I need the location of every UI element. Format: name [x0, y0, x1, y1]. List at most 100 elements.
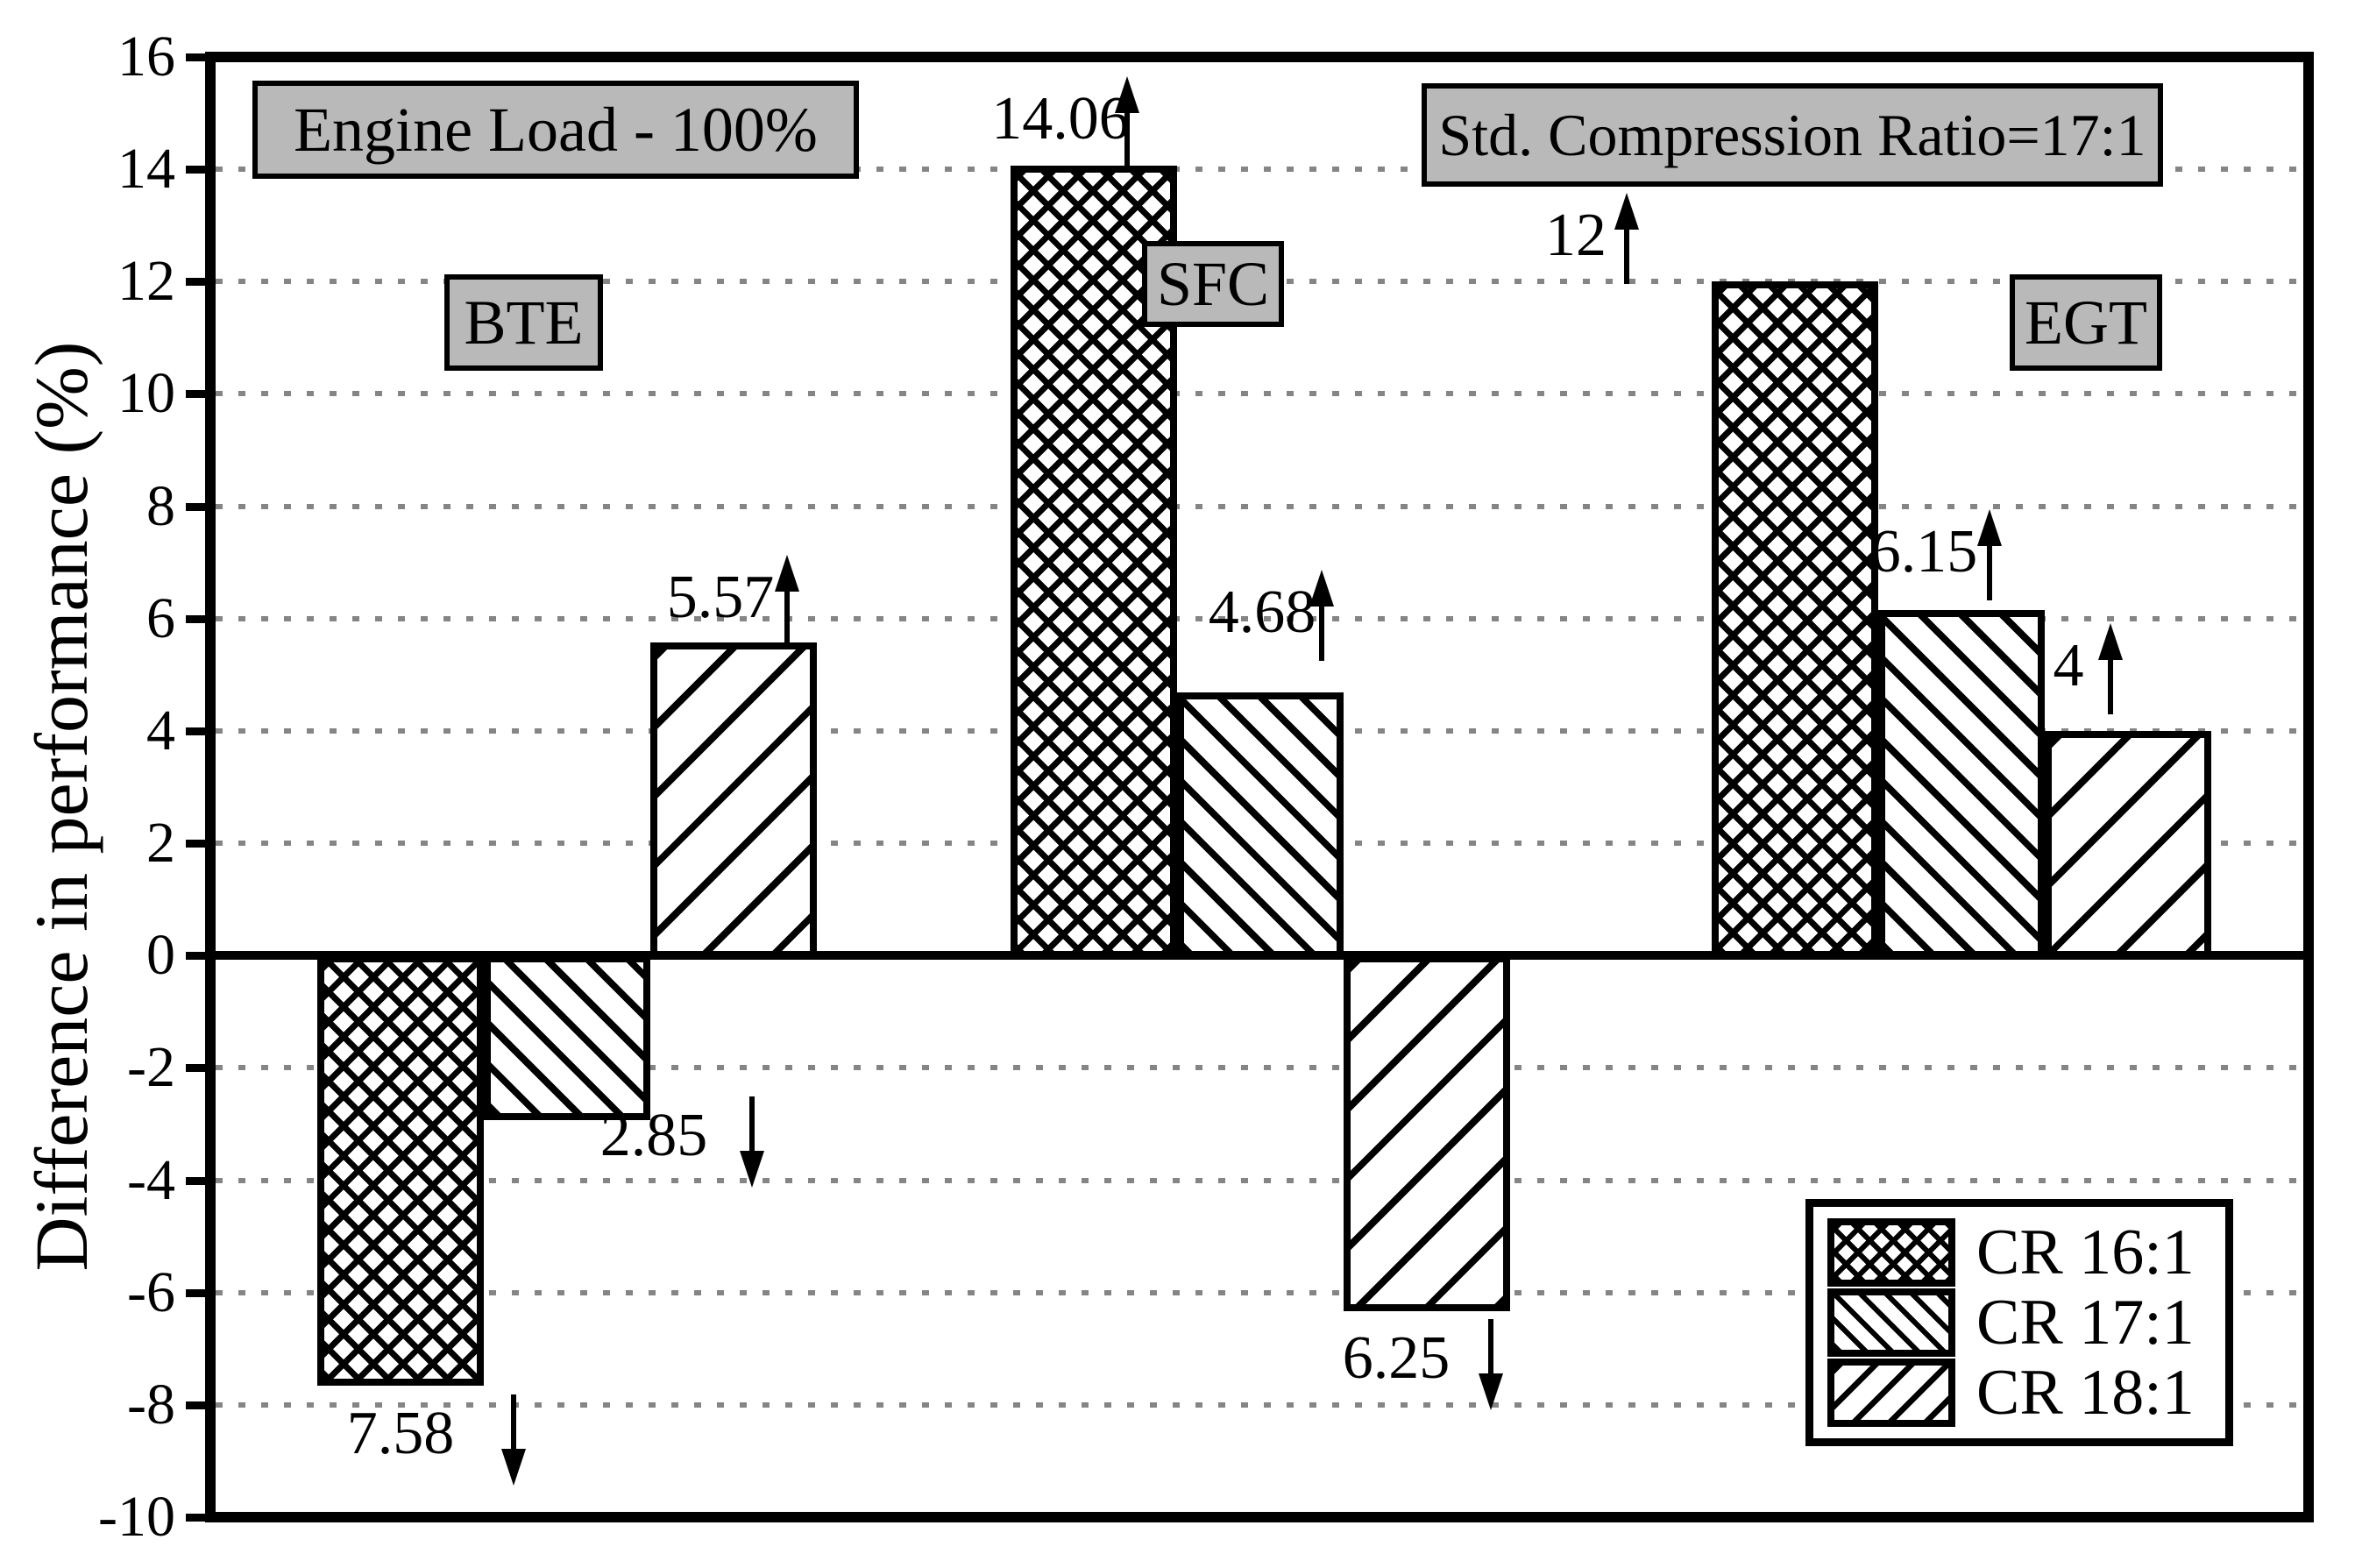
y-axis-tick-label: 6 — [146, 585, 175, 650]
y-axis-tick-label: -2 — [127, 1035, 175, 1100]
y-axis-tick-label: 16 — [117, 25, 175, 89]
arrow-stem — [1987, 546, 1992, 600]
gridline — [216, 503, 2303, 509]
arrow-head — [740, 1151, 764, 1188]
arrow-stem — [1624, 230, 1629, 284]
group-label-sfc-box: SFC — [1142, 241, 1284, 327]
y-axis-tick-label: 10 — [117, 361, 175, 426]
bar-egt-cr171 — [1878, 610, 2045, 961]
y-axis-tick — [186, 390, 216, 399]
legend-item-cr17: CR 17:1 — [1827, 1288, 2211, 1358]
legend-label-cr18: CR 18:1 — [1976, 1357, 2195, 1429]
up-arrow-icon — [775, 555, 799, 646]
y-axis-tick — [186, 278, 216, 287]
value-label: 14.06 — [991, 85, 1130, 153]
down-arrow-icon — [740, 1096, 764, 1188]
y-axis-tick — [186, 1064, 216, 1073]
up-arrow-icon — [1977, 509, 2002, 600]
value-label: 7.58 — [346, 1400, 455, 1467]
up-arrow-icon — [1115, 76, 1139, 167]
y-axis-tick-label: 8 — [146, 473, 175, 538]
legend: CR 16:1 CR 17:1 CR 18:1 — [1805, 1199, 2233, 1446]
y-axis-tick-label: -8 — [127, 1372, 175, 1437]
gridline — [216, 1289, 2303, 1295]
y-axis-tick — [186, 1513, 216, 1522]
arrow-head — [1614, 193, 1639, 230]
gridline — [216, 1177, 2303, 1183]
gridline — [216, 167, 2303, 173]
y-axis-tick-label: 4 — [146, 698, 175, 763]
y-axis-tick — [186, 166, 216, 174]
arrow-stem — [1124, 113, 1130, 167]
y-axis-tick — [186, 614, 216, 623]
legend-label-cr16: CR 16:1 — [1976, 1217, 2195, 1288]
up-arrow-icon — [2098, 623, 2123, 714]
y-axis-tick — [186, 1288, 216, 1297]
down-arrow-icon — [501, 1394, 526, 1486]
engine-load-label: Engine Load - 100% — [294, 94, 818, 165]
arrow-head — [775, 555, 799, 592]
bar-egt-cr181 — [2045, 730, 2211, 961]
legend-item-cr16: CR 16:1 — [1827, 1217, 2211, 1288]
arrow-head — [1479, 1373, 1503, 1410]
value-label: 6.25 — [1342, 1324, 1451, 1392]
std-compression-label-box: Std. Compression Ratio=17:1 — [1422, 83, 2163, 187]
group-label-bte: BTE — [464, 287, 584, 358]
zero-axis-line — [216, 951, 2303, 961]
bar-egt-cr161 — [1712, 281, 1878, 961]
down-arrow-icon — [1479, 1319, 1503, 1410]
gridline — [216, 1065, 2303, 1071]
bar-sfc-cr181 — [1344, 955, 1510, 1311]
value-label: 12 — [1545, 202, 1607, 269]
bar-bte-cr171 — [484, 955, 650, 1120]
legend-label-cr17: CR 17:1 — [1976, 1287, 2195, 1359]
slash-hatch-swatch-icon — [1827, 1359, 1955, 1427]
value-label: 4 — [2053, 632, 2084, 699]
y-axis-tick — [186, 952, 216, 961]
arrow-stem — [1319, 607, 1324, 661]
gridline — [216, 391, 2303, 397]
y-axis-tick-label: -6 — [127, 1259, 175, 1324]
gridline — [216, 615, 2303, 621]
value-label: 2.85 — [599, 1102, 708, 1169]
y-axis-tick-label: -10 — [98, 1484, 175, 1549]
y-axis-tick-label: 12 — [117, 249, 175, 314]
gridline — [216, 1401, 2303, 1408]
up-arrow-icon — [1309, 570, 1334, 661]
y-axis-tick-label: 2 — [146, 811, 175, 876]
y-axis-tick — [186, 502, 216, 511]
up-arrow-icon — [1614, 193, 1639, 284]
y-axis-tick-label: 0 — [146, 923, 175, 988]
y-axis-tick-label: 14 — [117, 137, 175, 202]
arrow-stem — [2108, 660, 2113, 714]
group-label-egt-box: EGT — [2010, 274, 2162, 371]
bar-sfc-cr171 — [1177, 692, 1344, 961]
backslash-hatch-swatch-icon — [1827, 1288, 1955, 1357]
bar-bte-cr181 — [650, 642, 817, 961]
group-label-bte-box: BTE — [444, 274, 603, 371]
y-axis-tick-label: -4 — [127, 1147, 175, 1212]
arrow-head — [1309, 570, 1334, 607]
plot-area: 7.58 14.06 12 2.85 4.68 6.15 5.57 6.25 4 Engine … — [205, 52, 2314, 1522]
arrow-head — [1115, 76, 1139, 113]
arrow-head — [2098, 623, 2123, 660]
y-axis-tick — [186, 1176, 216, 1185]
arrow-stem — [784, 592, 790, 646]
arrow-stem — [749, 1096, 755, 1151]
legend-item-cr18: CR 18:1 — [1827, 1358, 2211, 1428]
y-axis-tick — [186, 727, 216, 735]
arrow-head — [1977, 509, 2002, 546]
y-axis-tick — [186, 53, 216, 61]
arrow-head — [501, 1449, 526, 1486]
value-label: 6.15 — [1869, 518, 1978, 585]
group-label-sfc: SFC — [1156, 248, 1270, 319]
engine-load-label-box: Engine Load - 100% — [252, 81, 859, 179]
std-compression-label: Std. Compression Ratio=17:1 — [1438, 101, 2146, 168]
group-label-egt: EGT — [2025, 287, 2147, 358]
bar-bte-cr161 — [317, 955, 484, 1386]
y-axis-tick — [186, 1401, 216, 1409]
value-label: 4.68 — [1208, 578, 1316, 646]
crosshatch-swatch-icon — [1827, 1218, 1955, 1287]
arrow-stem — [511, 1394, 516, 1449]
